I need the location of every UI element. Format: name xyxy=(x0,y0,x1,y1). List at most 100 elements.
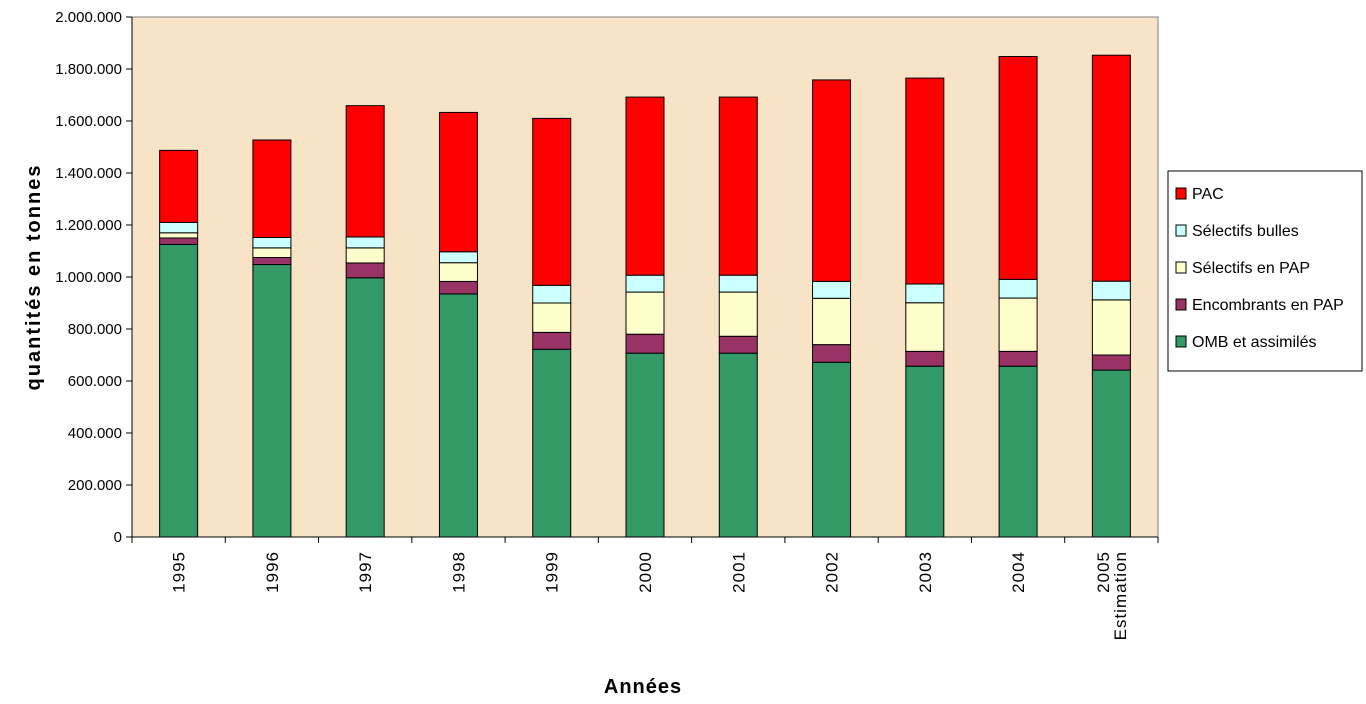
bar-segment xyxy=(438,280,478,295)
bar-segment xyxy=(812,280,852,299)
legend: PAC Sélectifs bulles Sélectifs en PAP Encom… xyxy=(1167,170,1363,372)
bar-segment xyxy=(438,262,478,282)
bar-segment xyxy=(532,117,572,286)
bar-segment xyxy=(718,96,758,276)
bar-segment xyxy=(718,335,758,354)
x-tick-label-line: 1999 xyxy=(543,551,562,593)
bar-segment xyxy=(159,237,199,245)
legend-box xyxy=(1167,170,1363,372)
x-axis-title: Années xyxy=(604,676,682,698)
bar-segment xyxy=(718,291,758,337)
bar-segment xyxy=(625,291,665,335)
x-tick-label-line: 1996 xyxy=(263,551,282,593)
bar-segment xyxy=(345,277,385,538)
bar-segment xyxy=(1091,299,1131,356)
x-tick-label-line: 1995 xyxy=(170,551,189,593)
bar-segment xyxy=(532,302,572,333)
bar-segment xyxy=(905,283,945,304)
x-tick-label: 2004 xyxy=(1009,551,1028,593)
y-tick-label: 200.000 xyxy=(68,477,122,494)
bar-segment xyxy=(625,96,665,276)
y-axis-title: quantités en tonnes xyxy=(23,164,45,391)
x-tick-label-line: 2000 xyxy=(636,551,655,593)
x-tick-label: 2001 xyxy=(729,551,748,593)
bar-segment xyxy=(718,352,758,538)
bar-segment xyxy=(905,77,945,285)
bar-segment xyxy=(438,251,478,264)
y-tick-label: 1.800.000 xyxy=(55,61,122,78)
legend-swatch xyxy=(1175,187,1187,200)
y-tick-label: 600.000 xyxy=(68,373,122,390)
x-tick-label: 2002 xyxy=(823,551,842,593)
y-tick-label: 1.600.000 xyxy=(55,113,122,130)
x-tick-label-line: 1997 xyxy=(356,551,375,593)
legend-label: Sélectifs bulles xyxy=(1192,223,1299,240)
x-tick-label: 1996 xyxy=(263,551,282,593)
y-axis: 0 200.000 400.000 600.000 800.000 1.000.000 1.… xyxy=(55,9,133,546)
bar-segment xyxy=(1091,354,1131,371)
bar-segment xyxy=(998,278,1038,299)
bar-segment xyxy=(1091,280,1131,301)
bar-segment xyxy=(998,350,1038,367)
bar-segment xyxy=(998,297,1038,352)
y-tick-label: 1.400.000 xyxy=(55,165,122,182)
bar-segment xyxy=(625,274,665,293)
bar-segment xyxy=(438,293,478,538)
bar-segment xyxy=(345,262,385,279)
bar-segment xyxy=(159,244,199,538)
x-tick-label: 1995 xyxy=(170,551,189,593)
x-tick-label-line: 2001 xyxy=(729,551,748,593)
y-tick-label: 1.000.000 xyxy=(55,269,122,286)
legend-label: Sélectifs en PAP xyxy=(1192,260,1310,277)
bar-segment xyxy=(345,105,385,238)
bar-segment xyxy=(625,333,665,354)
x-tick-label: 1999 xyxy=(543,551,562,593)
bar-segment xyxy=(532,284,572,304)
x-tick-label-line: 2004 xyxy=(1009,551,1028,593)
legend-label: PAC xyxy=(1192,186,1224,203)
bar-segment xyxy=(438,111,478,253)
x-axis: 1995 1996 1997 1998 1999 2000 2001 2002 2003 2004… xyxy=(131,536,1159,640)
bar-segment xyxy=(812,297,852,346)
x-tick-label-line: 2002 xyxy=(823,551,842,593)
bar-segment xyxy=(252,257,292,266)
bar-segment xyxy=(998,365,1038,538)
bar-segment xyxy=(905,302,945,352)
legend-swatch xyxy=(1175,224,1187,237)
bars-group xyxy=(159,54,1131,538)
bar-segment xyxy=(159,221,199,234)
bar-segment xyxy=(812,361,852,538)
bar-segment xyxy=(625,352,665,538)
x-tick-label-line: 1998 xyxy=(449,551,468,593)
y-tick-label: 800.000 xyxy=(68,321,122,338)
bar-segment xyxy=(532,331,572,350)
bar-segment xyxy=(812,344,852,363)
bar-segment xyxy=(252,264,292,538)
legend-swatch xyxy=(1175,261,1187,274)
y-tick-label: 2.000.000 xyxy=(55,9,122,26)
bar-segment xyxy=(252,139,292,238)
x-tick-label-line: 2003 xyxy=(916,551,935,593)
bar-segment xyxy=(905,365,945,538)
legend-swatch xyxy=(1175,298,1187,311)
bar-segment xyxy=(532,348,572,538)
bar-segment xyxy=(252,236,292,249)
x-tick-label-line: Estimation xyxy=(1111,551,1130,640)
x-tick-label: 1998 xyxy=(449,551,468,593)
bar-segment xyxy=(812,79,852,282)
bar-segment xyxy=(998,56,1038,280)
bar-segment xyxy=(1091,54,1131,282)
legend-label: OMB et assimilés xyxy=(1192,334,1316,351)
bar-segment xyxy=(1091,369,1131,538)
bar-segment xyxy=(159,149,199,223)
bar-segment xyxy=(345,236,385,249)
legend-swatch xyxy=(1175,335,1187,348)
x-tick-label: 2000 xyxy=(636,551,655,593)
bar-segment xyxy=(718,274,758,293)
y-tick-label: 1.200.000 xyxy=(55,217,122,234)
bar-segment xyxy=(252,247,292,259)
legend-label: Encombrants en PAP xyxy=(1192,297,1344,314)
bar-segment xyxy=(905,350,945,367)
